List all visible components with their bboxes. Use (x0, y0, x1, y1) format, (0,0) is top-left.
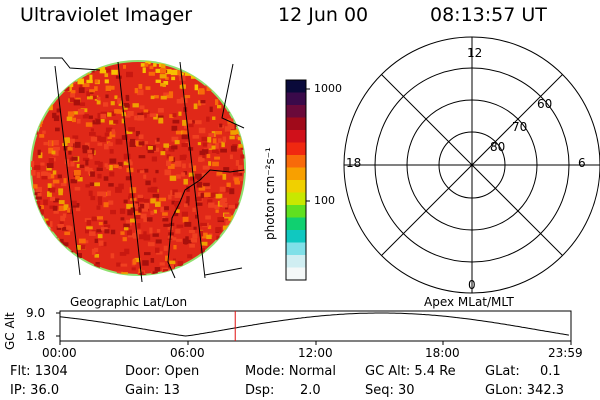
colorbar-swatch (286, 242, 306, 256)
colorbar-tick-100: 100 (314, 194, 335, 207)
ip-value: IP: 36.0 (10, 383, 60, 398)
gain-value: Gain: 13 (125, 383, 180, 398)
flight-number: Flt: 1304 (10, 364, 68, 379)
colorbar-swatch (286, 180, 306, 193)
polar-panel-label: Apex MLat/MLT (424, 295, 514, 309)
alt-xtick: 23:59 (548, 346, 583, 360)
colorbar-swatch (286, 167, 306, 181)
mlt-label-6: 6 (578, 156, 586, 170)
colorbar-swatch (286, 255, 306, 268)
glat-label: GLat: (485, 364, 520, 379)
lat-label-70: 70 (512, 120, 528, 134)
glat-value: 0.1 (540, 364, 561, 379)
alt-xtick: 18:00 (425, 346, 460, 360)
altitude-plot (56, 310, 572, 345)
dsp-value: 2.0 (300, 383, 321, 398)
colorbar-swatch (286, 80, 306, 93)
mlt-label-12: 12 (467, 46, 483, 60)
colorbar-swatch (286, 142, 306, 156)
dsp-label: Dsp: (245, 383, 275, 398)
colorbar-swatch (286, 267, 306, 281)
geographic-grid (40, 57, 245, 283)
geo-panel-label: Geographic Lat/Lon (70, 295, 188, 309)
colorbar-tick-1000: 1000 (314, 82, 342, 95)
alt-ylabel: GC Alt (3, 312, 17, 350)
lat-label-80: 80 (490, 140, 506, 154)
polar-plot (343, 36, 600, 294)
colorbar-swatch (286, 130, 306, 143)
colorbar-swatch (286, 217, 306, 231)
mlt-label-18: 18 (346, 156, 362, 170)
sequence-number: Seq: 30 (365, 383, 415, 398)
colorbar-swatch (286, 92, 306, 106)
instrument-title: Ultraviolet Imager (20, 4, 193, 26)
glon-value: GLon: 342.3 (485, 383, 565, 398)
colorbar-swatch (286, 205, 306, 218)
colorbar (285, 79, 310, 281)
mlt-label-0: 0 (468, 278, 476, 292)
colorbar-unit-label: photon cm⁻²s⁻¹ (263, 147, 277, 240)
mode-value: Mode: Normal (245, 364, 336, 379)
alt-xtick: 06:00 (170, 346, 205, 360)
lat-label-60: 60 (537, 97, 553, 111)
colorbar-swatch (286, 117, 306, 131)
gc-altitude: GC Alt: 5.4 Re (365, 364, 456, 379)
alt-xtick: 00:00 (42, 346, 77, 360)
alt-ytick-low: 1.8 (26, 329, 46, 343)
colorbar-swatch (286, 105, 306, 118)
colorbar-swatch (286, 192, 306, 206)
alt-xtick: 12:00 (298, 346, 333, 360)
door-status: Door: Open (125, 364, 200, 379)
colorbar-swatch (286, 155, 306, 168)
observation-date: 12 Jun 00 (278, 4, 369, 26)
observation-time: 08:13:57 UT (430, 4, 547, 26)
alt-ytick-high: 9.0 (26, 306, 46, 320)
colorbar-swatch (286, 230, 306, 243)
